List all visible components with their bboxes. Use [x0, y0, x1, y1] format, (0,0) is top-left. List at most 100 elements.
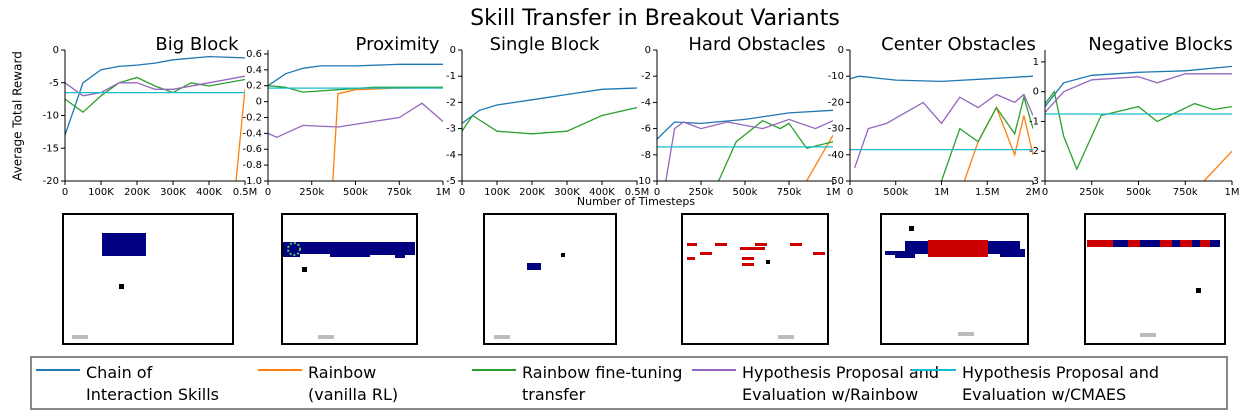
y-tick-label: 0: [256, 97, 262, 108]
x-tick-label: 1M: [826, 187, 841, 198]
ball: [302, 267, 307, 272]
x-tick-label: 1M: [934, 187, 949, 198]
x-tick-label: 750k: [777, 187, 802, 198]
y-tick-label: -1: [1029, 116, 1039, 127]
plot-area: [657, 109, 833, 181]
series-line: [940, 94, 1033, 181]
y-tick-label: -3: [446, 124, 456, 135]
y-tick-label: -15: [43, 143, 59, 154]
legend-label: Rainbow (vanilla RL): [308, 363, 399, 404]
paddle: [72, 335, 88, 339]
y-tick-label: -1: [446, 71, 456, 82]
y-tick-label: -2: [641, 71, 651, 82]
chart-title: Negative Blocks: [1088, 34, 1233, 55]
paddle: [1140, 333, 1156, 337]
game-screens: [62, 213, 1226, 345]
y-tick-label: -3: [1029, 176, 1039, 187]
y-tick-label: -8: [641, 150, 651, 161]
x-tick-label: 0: [654, 187, 660, 198]
x-tick-label: 100K: [484, 187, 510, 198]
screen: [1084, 213, 1226, 345]
x-tick-label: 0: [265, 187, 271, 198]
x-tick-label: 250k: [299, 187, 324, 198]
x-tick-label: 250k: [689, 187, 714, 198]
legend: Chain of Interaction Skills Rainbow (vani…: [30, 356, 1228, 410]
screen: [681, 213, 829, 345]
y-tick-label: -0.8: [242, 160, 262, 171]
series-line: [1045, 73, 1232, 113]
x-tick-label: 0: [847, 187, 853, 198]
series-line: [65, 75, 245, 97]
series-line: [1203, 150, 1232, 181]
x-tick-label: 0: [1042, 187, 1048, 198]
block: [527, 263, 541, 270]
paddle: [958, 332, 974, 336]
x-tick-label: 500k: [733, 187, 758, 198]
target: [287, 242, 301, 256]
series-line: [268, 85, 443, 93]
ball: [1196, 288, 1201, 293]
x-axis-label: Number of Timesteps: [577, 195, 695, 208]
x-tick-label: 1M: [1225, 187, 1240, 198]
series-line: [718, 119, 833, 181]
screen: [281, 213, 418, 345]
y-tick-label: -50: [828, 176, 844, 187]
paddle: [778, 335, 794, 339]
paddle: [494, 335, 510, 339]
screen: [62, 213, 234, 345]
screen: [483, 213, 617, 345]
series-line: [462, 106, 637, 135]
legend-swatch: [912, 369, 956, 371]
y-tick-label: -4: [446, 150, 456, 161]
y-tick-label: 0.2: [246, 81, 262, 92]
series-line: [853, 93, 1033, 169]
y-tick-label: -0.6: [242, 144, 262, 155]
y-tick-label: 1: [1033, 57, 1039, 68]
figure-title: Skill Transfer in Breakout Variants: [470, 6, 840, 31]
negative-blocks: [1087, 240, 1210, 247]
legend-label: Rainbow fine-tuning transfer: [522, 363, 683, 404]
series-line: [65, 55, 245, 136]
plot-area: [268, 63, 443, 181]
series-line: [665, 118, 833, 181]
x-tick-label: 750k: [387, 187, 412, 198]
legend-swatch: [472, 369, 516, 371]
obstacles: [687, 243, 825, 266]
y-tick-label: -10: [635, 176, 651, 187]
x-tick-label: 500k: [1126, 187, 1151, 198]
figure: Skill Transfer in Breakout Variants Aver…: [11, 6, 1240, 345]
x-tick-label: 750k: [1173, 187, 1198, 198]
y-tick-label: 0.6: [246, 49, 262, 60]
ball: [909, 226, 914, 231]
block: [102, 233, 146, 256]
plot-area: [1045, 65, 1232, 181]
y-tick-label: -10: [43, 111, 59, 122]
series-line: [963, 106, 1033, 181]
plot-area: [65, 55, 245, 181]
legend-label: Hypothesis Proposal and Evaluation w/CMA…: [962, 363, 1160, 404]
x-tick-label: 300K: [160, 187, 186, 198]
y-tick-label: -30: [828, 124, 844, 135]
obstacle: [928, 240, 988, 257]
y-tick-label: 0: [53, 45, 59, 56]
legend-swatch: [692, 369, 736, 371]
block-row: [283, 242, 415, 258]
series-line: [657, 109, 833, 140]
x-tick-label: 500k: [883, 187, 908, 198]
y-tick-label: -40: [828, 150, 844, 161]
x-tick-label: 0: [62, 187, 68, 198]
y-tick-label: -1.0: [242, 176, 262, 187]
x-tick-label: 100K: [88, 187, 114, 198]
y-tick-label: -2: [446, 97, 456, 108]
chart-title: Single Block: [490, 34, 600, 55]
paddle: [318, 335, 334, 339]
ball: [119, 284, 124, 289]
x-tick-label: 0: [459, 187, 465, 198]
ball: [561, 253, 565, 257]
y-tick-label: -0.4: [242, 128, 262, 139]
y-tick-label: 0: [838, 45, 844, 56]
y-tick-label: -2: [1029, 146, 1039, 157]
x-tick-label: 1.5M: [975, 187, 1000, 198]
x-tick-label: 400K: [589, 187, 615, 198]
